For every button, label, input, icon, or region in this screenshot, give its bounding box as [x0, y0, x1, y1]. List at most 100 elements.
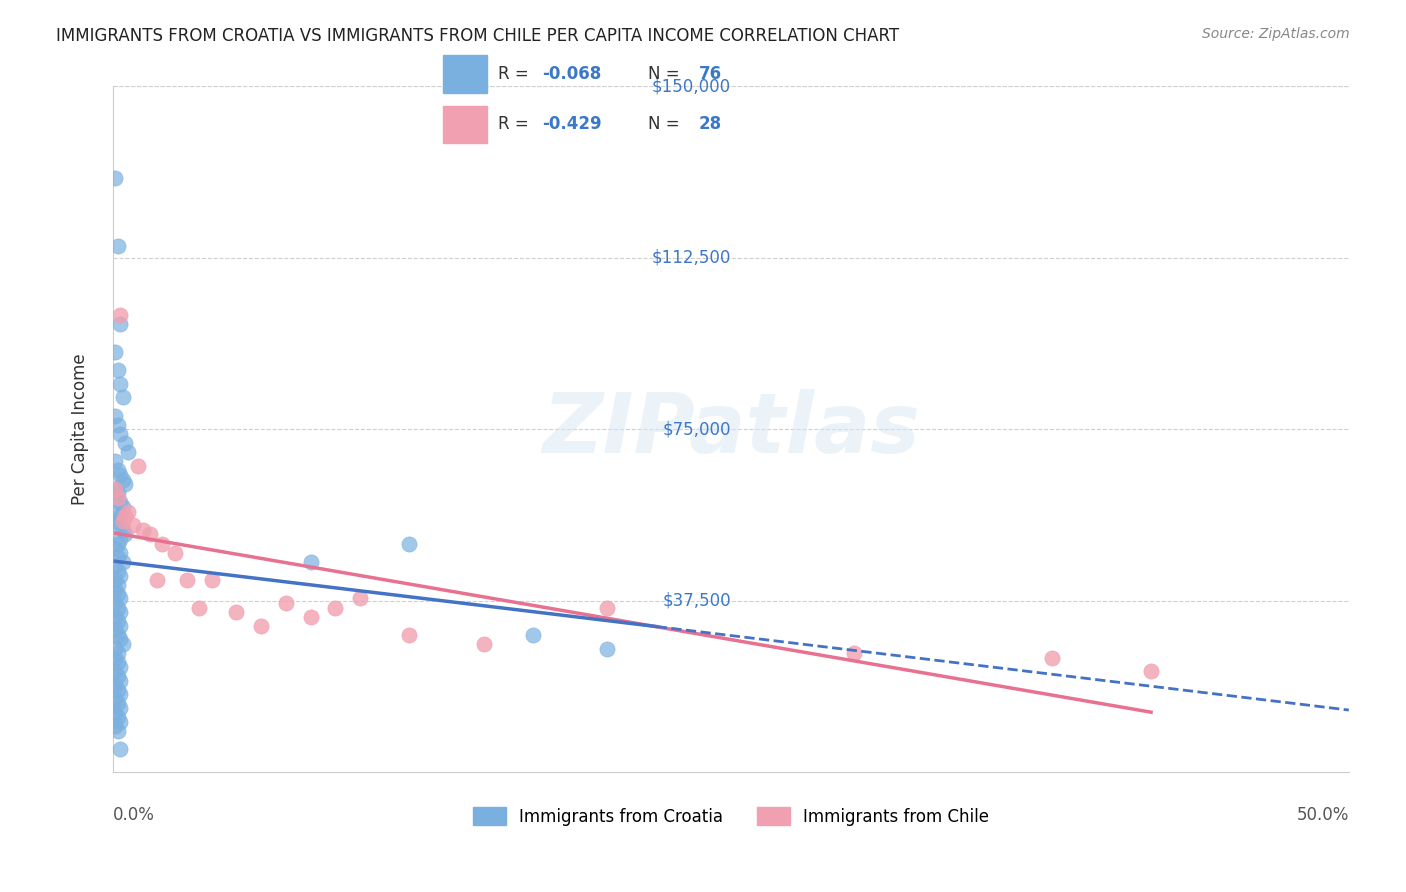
Y-axis label: Per Capita Income: Per Capita Income [72, 353, 89, 505]
Point [110, 568, 132, 582]
Point [139, 527, 162, 541]
Point [107, 504, 129, 518]
Point [107, 682, 129, 697]
Point [274, 596, 297, 610]
Point [1040, 650, 1063, 665]
Point [114, 527, 136, 541]
Point [104, 344, 127, 359]
Point [107, 577, 129, 591]
Point [111, 473, 134, 487]
Point [596, 600, 619, 615]
Point [110, 619, 132, 633]
Point [111, 500, 134, 514]
Text: ZIPatlas: ZIPatlas [541, 389, 920, 470]
Point [107, 614, 129, 628]
Point [110, 742, 132, 756]
Point [104, 678, 127, 692]
Point [131, 523, 153, 537]
Point [163, 546, 186, 560]
Text: 76: 76 [699, 64, 723, 82]
Text: Source: ZipAtlas.com: Source: ZipAtlas.com [1202, 27, 1350, 41]
Point [117, 445, 139, 459]
Point [107, 518, 129, 533]
Point [104, 170, 127, 185]
Point [107, 646, 129, 660]
Point [104, 582, 127, 597]
Point [110, 673, 132, 688]
Point [398, 536, 420, 550]
Text: 28: 28 [699, 115, 723, 133]
Point [107, 536, 129, 550]
Point [104, 665, 127, 679]
Text: $150,000: $150,000 [652, 78, 731, 95]
Point [104, 514, 127, 528]
Text: $37,500: $37,500 [662, 591, 731, 609]
Point [188, 600, 211, 615]
Point [110, 632, 132, 647]
Point [104, 719, 127, 733]
Point [111, 523, 134, 537]
Point [111, 390, 134, 404]
Point [104, 609, 127, 624]
Text: 50.0%: 50.0% [1296, 806, 1348, 824]
Point [121, 518, 143, 533]
Legend: Immigrants from Croatia, Immigrants from Chile: Immigrants from Croatia, Immigrants from… [465, 801, 995, 832]
Text: $75,000: $75,000 [662, 420, 731, 438]
Point [104, 482, 127, 496]
Point [107, 669, 129, 683]
Point [522, 628, 544, 642]
Point [104, 559, 127, 574]
Point [1140, 665, 1163, 679]
Text: N =: N = [648, 64, 685, 82]
Point [110, 660, 132, 674]
Point [104, 573, 127, 587]
Point [107, 463, 129, 477]
Bar [443, 55, 486, 93]
Point [107, 628, 129, 642]
Point [104, 454, 127, 468]
Point [114, 509, 136, 524]
Point [117, 504, 139, 518]
Point [107, 363, 129, 377]
Point [107, 491, 129, 505]
Point [107, 564, 129, 578]
Point [107, 600, 129, 615]
Point [107, 723, 129, 738]
Point [110, 701, 132, 715]
Point [107, 656, 129, 670]
Point [110, 308, 132, 322]
Point [127, 458, 149, 473]
Point [107, 417, 129, 432]
Point [104, 692, 127, 706]
Point [104, 409, 127, 423]
Point [111, 555, 134, 569]
Point [110, 532, 132, 546]
Point [107, 697, 129, 711]
Point [299, 555, 322, 569]
Point [104, 596, 127, 610]
Point [107, 550, 129, 565]
Point [146, 573, 169, 587]
Point [150, 536, 173, 550]
Point [844, 646, 866, 660]
Point [472, 637, 495, 651]
Point [110, 467, 132, 482]
Bar [443, 105, 486, 143]
Point [104, 624, 127, 638]
Point [398, 628, 420, 642]
Point [250, 619, 273, 633]
Point [111, 637, 134, 651]
Point [104, 650, 127, 665]
Point [111, 514, 134, 528]
Point [104, 482, 127, 496]
Text: R =: R = [498, 64, 534, 82]
Point [110, 317, 132, 331]
Point [225, 605, 247, 619]
Point [349, 591, 371, 606]
Point [110, 714, 132, 729]
Point [107, 239, 129, 253]
Point [110, 376, 132, 391]
Point [110, 591, 132, 606]
Point [596, 641, 619, 656]
Point [104, 491, 127, 505]
